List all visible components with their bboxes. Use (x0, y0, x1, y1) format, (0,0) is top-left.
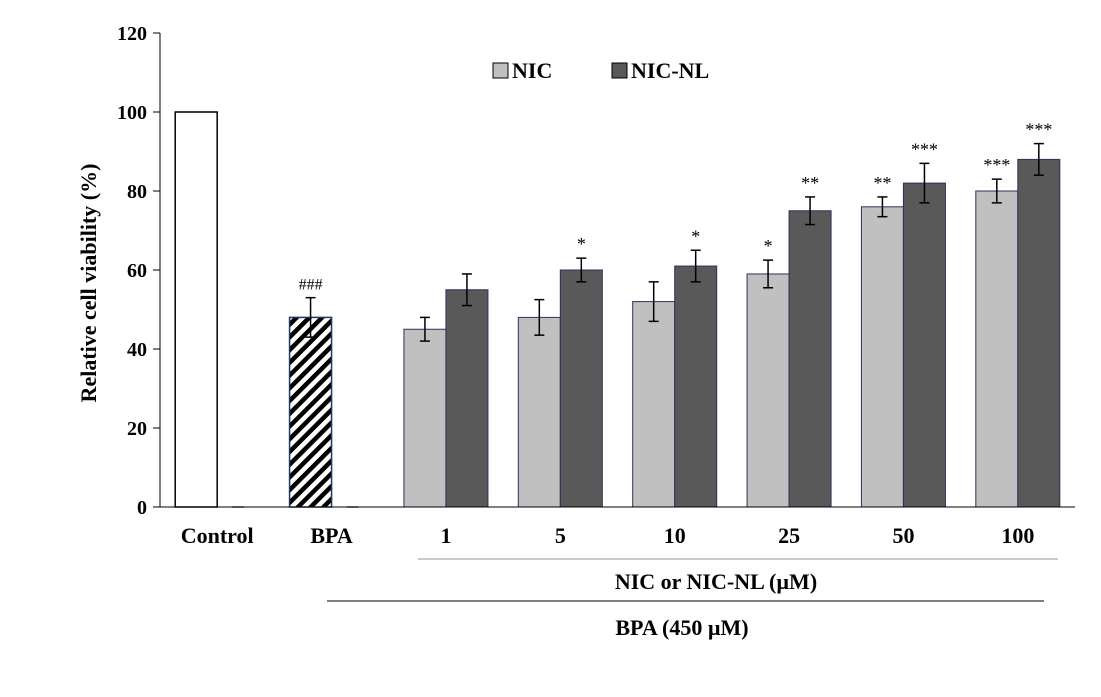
y-axis-ticks: 0 20 40 60 80 100 120 (117, 23, 160, 519)
x-axis-tick-labels: Control BPA 1 5 10 25 50 100 (181, 523, 1035, 548)
x-tick-label-25: 25 (778, 523, 800, 548)
significance-nic-nl-5: * (577, 234, 586, 254)
y-tick-label: 80 (127, 181, 147, 203)
significance-nic-nl-25: ** (801, 173, 819, 193)
significance-annotations: ###* * *** *********** (299, 120, 1053, 294)
significance-nic-50: ** (873, 173, 891, 193)
bars-layer (174, 111, 1061, 508)
legend-swatch-nic (492, 62, 509, 79)
y-tick-label: 0 (137, 497, 147, 519)
bar-nic-10 (632, 301, 676, 508)
x-tick-label-50: 50 (892, 523, 914, 548)
bar-nic-nl-100 (1017, 158, 1061, 508)
y-axis-label: Relative cell viability (%) (76, 164, 101, 403)
y-tick-label: 20 (127, 418, 147, 440)
bpa-group-label: BPA (450 µM) (615, 615, 748, 640)
x-tick-label-10: 10 (664, 523, 686, 548)
bar-nic-25 (746, 273, 790, 508)
significance-nic-nl-100: *** (1025, 120, 1052, 140)
bar-nic-nl-50 (902, 182, 946, 508)
bar-nic-100 (975, 190, 1019, 508)
legend: NIC NIC-NL (492, 58, 709, 83)
bar-nic-bpa (288, 316, 333, 508)
significance-nic-100: *** (983, 155, 1010, 175)
y-tick-label: 120 (117, 23, 147, 45)
bar-nic-50 (860, 206, 904, 508)
bar-nic-control (174, 111, 218, 508)
significance-nic-nl-50: *** (911, 139, 938, 159)
significance-nic-25: * (764, 236, 773, 256)
y-tick-label: 100 (117, 102, 147, 124)
y-tick-label: 60 (127, 260, 147, 282)
axes (159, 33, 1075, 508)
bar-nic-nl-25 (788, 210, 832, 508)
x-tick-label-bpa: BPA (310, 523, 352, 548)
bar-nic-nl-1 (445, 289, 489, 508)
significance-nic-bpa: ### (299, 277, 323, 294)
significance-nic-nl-10: * (691, 226, 700, 246)
y-tick-label: 40 (127, 339, 147, 361)
bar-nic-5 (517, 316, 561, 508)
bar-nic-nl-5 (559, 269, 603, 508)
legend-label-nic: NIC (512, 58, 552, 83)
x-tick-label-100: 100 (1001, 523, 1034, 548)
error-bars-layer (305, 142, 1044, 342)
bar-nic-1 (403, 328, 447, 508)
x-tick-label-5: 5 (555, 523, 566, 548)
x-tick-label-1: 1 (440, 523, 451, 548)
x-tick-label-control: Control (181, 523, 254, 548)
legend-swatch-nic-nl (611, 62, 628, 79)
nic-group-label: NIC or NIC-NL (µM) (615, 569, 817, 594)
legend-label-nic-nl: NIC-NL (631, 58, 709, 83)
bar-nic-nl-10 (674, 265, 718, 508)
